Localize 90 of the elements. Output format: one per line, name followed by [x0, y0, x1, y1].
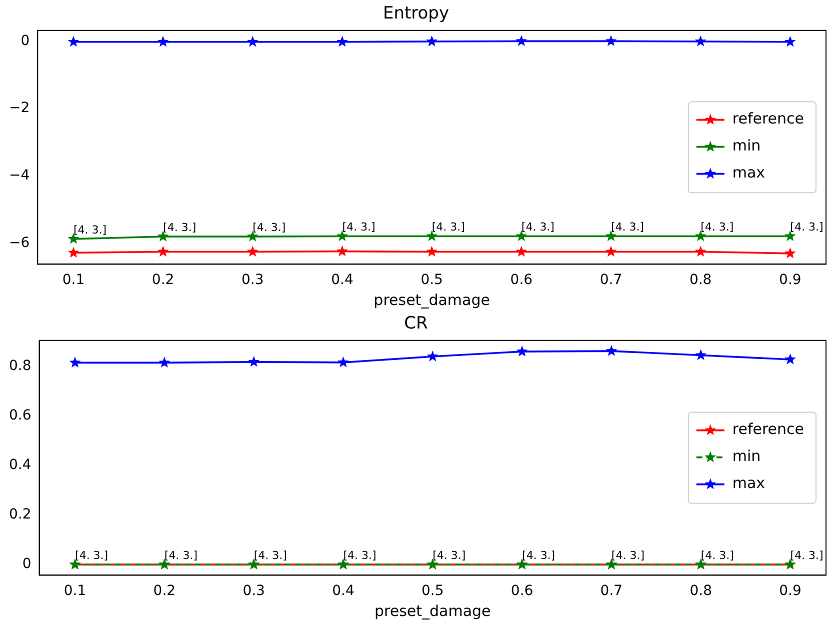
point — [784, 353, 796, 364]
legend-label: reference — [732, 110, 804, 128]
y-tick-label: 0.4 — [9, 457, 32, 474]
point — [158, 356, 170, 368]
point — [426, 36, 438, 46]
x-tick-label: 0.5 — [422, 583, 444, 600]
point — [695, 349, 707, 360]
y-tick-label: 0 — [22, 556, 32, 572]
x-tick-label: 0.2 — [153, 583, 176, 600]
annotation: [4. 3.] — [700, 220, 734, 234]
x-tick-label: 0.4 — [331, 272, 354, 288]
x-tick-label: 0.3 — [242, 272, 264, 288]
point — [69, 356, 81, 368]
point — [516, 246, 528, 257]
y-tick-label: 0.2 — [9, 506, 32, 523]
point — [157, 246, 169, 257]
annotation: [4. 3.] — [700, 548, 734, 562]
point — [246, 36, 258, 47]
x-tick-label: 0.5 — [420, 272, 443, 288]
y-tick-label: −2 — [8, 100, 30, 116]
x-tick-label: 0.6 — [510, 272, 533, 288]
x-axis-title: preset_damage — [374, 602, 491, 620]
point — [336, 36, 348, 47]
annotation: [4. 3.] — [164, 548, 198, 562]
chart-title: Entropy — [382, 4, 450, 24]
point — [605, 35, 617, 46]
point — [694, 36, 706, 46]
annotation: [4. 3.] — [252, 220, 286, 234]
x-tick-label: 0.4 — [332, 583, 354, 600]
legend-label: min — [732, 136, 761, 155]
annotation: [4. 3.] — [75, 548, 108, 562]
point — [336, 245, 348, 256]
y-tick-label: −6 — [8, 234, 30, 251]
point — [694, 230, 706, 242]
x-tick-label: 0.3 — [242, 583, 265, 600]
annotation: [4. 3.] — [254, 548, 287, 562]
x-tick-label: 0.9 — [779, 583, 802, 600]
annotation: [4. 3.] — [611, 548, 645, 562]
x-tick-label: 0.1 — [64, 583, 86, 600]
annotation: [4. 3.] — [432, 220, 465, 234]
point — [246, 230, 258, 242]
point — [784, 36, 796, 47]
y-tick-label: 0.6 — [9, 408, 32, 424]
point — [426, 246, 438, 257]
point — [516, 346, 528, 356]
legend-label: max — [732, 474, 766, 492]
x-tick-label: 0.2 — [152, 272, 174, 288]
point — [784, 230, 796, 242]
x-tick-label: 0.9 — [779, 272, 802, 288]
point — [246, 246, 258, 257]
annotation: [4. 3.] — [73, 223, 107, 236]
annotation: [4. 3.] — [343, 548, 376, 562]
annotation: [4. 3.] — [163, 220, 196, 234]
point — [516, 35, 528, 46]
x-tick-label: 0.7 — [600, 272, 622, 288]
annotation: [4. 3.] — [432, 548, 466, 562]
y-tick-label: −4 — [8, 168, 30, 184]
y-tick-label: 0 — [20, 32, 30, 49]
x-tick-label: 0.7 — [600, 583, 623, 600]
point — [605, 230, 617, 242]
point — [157, 230, 169, 242]
y-tick-label: 0.8 — [9, 358, 32, 374]
point — [606, 345, 618, 356]
legend-label: max — [732, 164, 766, 182]
point — [68, 246, 80, 258]
annotation: [4. 3.] — [522, 548, 556, 562]
annotation: [4. 3.] — [790, 548, 824, 562]
chart-title: CR — [404, 314, 428, 334]
annotation: [4. 3.] — [790, 220, 824, 234]
x-tick-label: 0.1 — [62, 272, 85, 288]
point — [426, 350, 438, 362]
point — [694, 246, 706, 257]
legend-label: reference — [732, 420, 804, 438]
annotation: [4. 3.] — [342, 220, 376, 234]
point — [248, 356, 260, 367]
legend-label: min — [732, 447, 761, 466]
point — [68, 36, 80, 47]
point — [516, 230, 528, 242]
x-tick-label: 0.8 — [690, 583, 712, 600]
annotation: [4. 3.] — [521, 220, 554, 234]
x-axis-title: preset_damage — [374, 290, 490, 309]
annotation: [4. 3.] — [610, 220, 644, 234]
point — [784, 247, 796, 258]
point — [426, 230, 438, 242]
point — [157, 36, 169, 47]
point — [605, 246, 617, 257]
x-tick-label: 0.8 — [689, 272, 712, 288]
point — [338, 356, 349, 368]
point — [336, 230, 348, 242]
x-tick-label: 0.6 — [510, 583, 534, 600]
